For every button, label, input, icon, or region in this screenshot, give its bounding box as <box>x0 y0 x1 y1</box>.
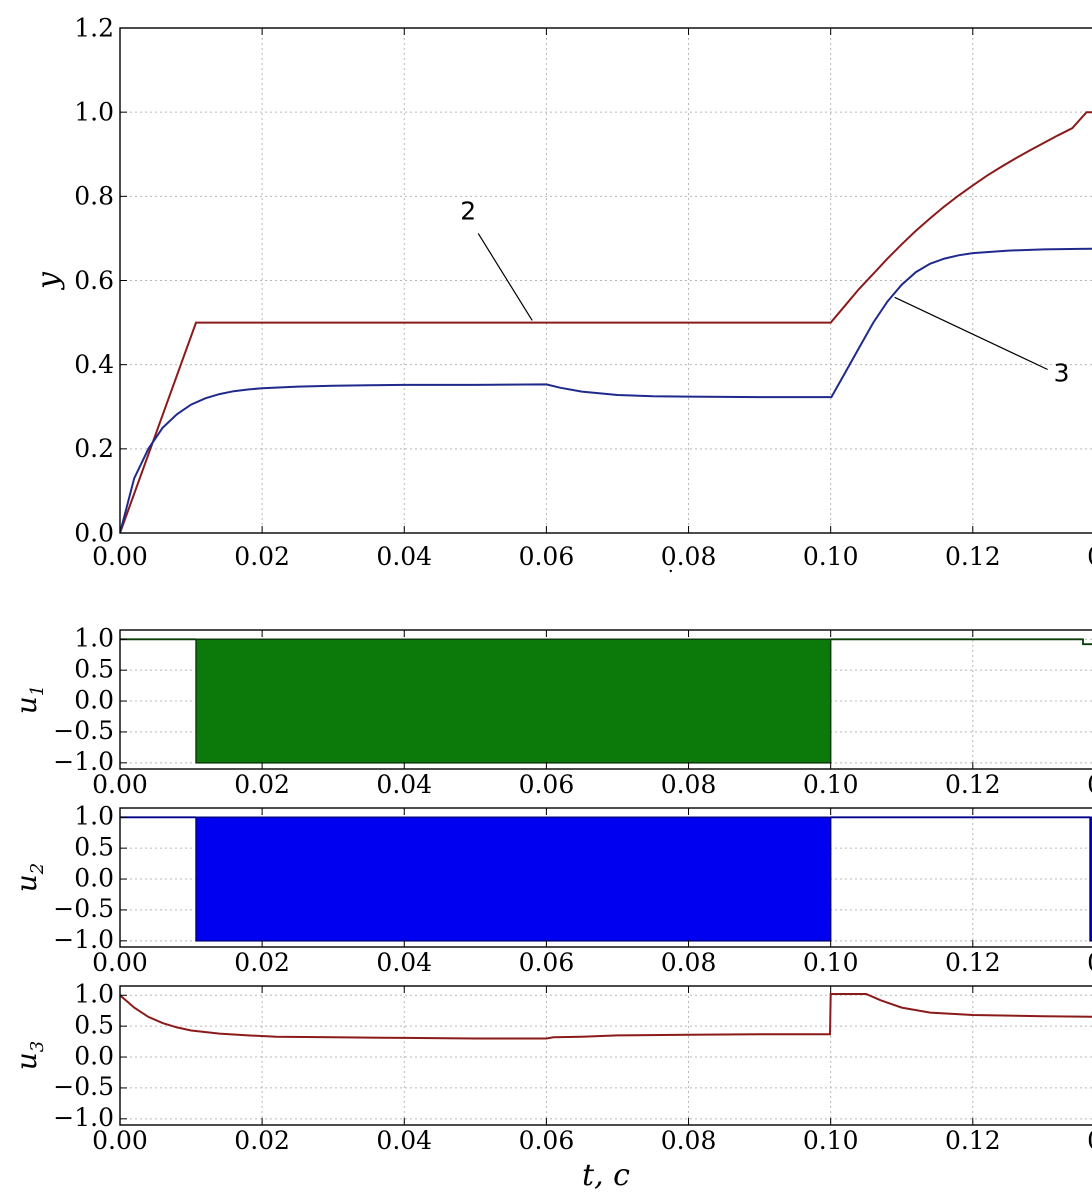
y-axis-label-subscript: 3 <box>27 1041 48 1052</box>
x-tick-label: 0.02 <box>234 770 290 799</box>
annotation-label: 3 <box>1054 359 1070 388</box>
y-axis-label: u3 <box>10 1041 48 1071</box>
y-tick-label: −1.0 <box>53 747 114 776</box>
plot-area-u2 <box>120 808 1092 947</box>
x-tick-label: 0.08 <box>661 770 717 799</box>
y-tick-label: 0.8 <box>74 182 114 211</box>
x-tick-label: 0.04 <box>376 542 432 571</box>
switching-band <box>195 638 832 764</box>
x-tick-label: 0.08 <box>661 542 717 571</box>
y-axis-label: u1 <box>10 685 48 715</box>
x-tick-label: 0.00 <box>92 948 148 977</box>
series-line-1 <box>120 993 1092 1040</box>
series-line-1 <box>120 111 1092 533</box>
plot-area-u1 <box>120 630 1092 769</box>
series-line-2 <box>120 247 1092 533</box>
x-tick-label: 0.06 <box>519 542 575 571</box>
x-tick-label: 0.12 <box>945 542 1001 571</box>
y-axis-label: y <box>31 271 66 291</box>
x-tick-label: 0.10 <box>803 1126 859 1155</box>
x-tick-label: 0.06 <box>519 948 575 977</box>
x-tick-label: 0.00 <box>92 542 148 571</box>
plot-area-y: 123 <box>120 28 1092 533</box>
y-tick-label: 1.0 <box>74 97 114 126</box>
x-tick-label: 0.14 <box>1087 1126 1092 1155</box>
plot-area-u3 <box>120 986 1092 1125</box>
switching-band <box>195 816 832 942</box>
x-tick-label: 0.04 <box>376 770 432 799</box>
panel-u1: 0.00 0.02 0.04 0.06 0.08 0.10 0.12 0.14 1.00.50.… <box>10 624 1092 799</box>
stray-dot <box>669 569 672 573</box>
panel-y: 1230.000.020.040.060.080.100.120.140.00.… <box>31 13 1092 571</box>
annotation-leader <box>894 296 1048 371</box>
x-tick-label: 0.06 <box>519 770 575 799</box>
x-tick-label: 0.08 <box>661 1126 717 1155</box>
y-tick-label: 0.0 <box>74 1041 114 1070</box>
x-axis-label: t, c <box>582 1158 630 1193</box>
x-tick-label: 0.12 <box>945 770 1001 799</box>
axes-frame <box>119 629 1092 770</box>
x-tick-label: 0.14 <box>1087 948 1092 977</box>
y-tick-label: 0.2 <box>74 434 114 463</box>
x-tick-label: 0.04 <box>376 948 432 977</box>
y-tick-label: 0.4 <box>74 350 114 379</box>
x-tick-label: 0.00 <box>92 770 148 799</box>
y-tick-label: 0.0 <box>74 863 114 892</box>
y-tick-label: 1.0 <box>74 802 114 831</box>
y-axis-label-subscript: 1 <box>27 685 48 696</box>
x-tick-label: 0.12 <box>945 948 1001 977</box>
axes-frame <box>119 807 1092 948</box>
y-tick-label: 0.5 <box>74 832 114 861</box>
x-tick-label: 0.00 <box>92 1126 148 1155</box>
x-tick-label: 0.08 <box>661 948 717 977</box>
y-tick-label: −0.5 <box>53 1072 114 1101</box>
x-tick-label: 0.02 <box>234 542 290 571</box>
x-tick-label: 0.02 <box>234 948 290 977</box>
x-tick-label: 0.02 <box>234 1126 290 1155</box>
annotation-leader <box>477 233 533 321</box>
switching-band <box>1089 816 1092 942</box>
x-tick-label: 0.06 <box>519 1126 575 1155</box>
y-tick-label: 1.0 <box>74 624 114 653</box>
x-tick-label: 0.10 <box>803 948 859 977</box>
y-axis-label-subscript: 2 <box>27 863 48 875</box>
y-tick-label: −0.5 <box>53 716 114 745</box>
annotation-label: 2 <box>460 196 476 225</box>
series-line-2 <box>830 638 1092 646</box>
y-axis-label: u2 <box>10 863 48 893</box>
y-tick-label: 1.2 <box>74 13 114 42</box>
y-tick-label: 0.6 <box>74 266 114 295</box>
x-tick-label: 0.04 <box>376 1126 432 1155</box>
y-tick-label: −1.0 <box>53 925 114 954</box>
axes-frame <box>119 985 1092 1126</box>
axes-frame <box>119 27 1092 534</box>
x-tick-label: 0.12 <box>945 1126 1001 1155</box>
y-tick-label: 0.0 <box>74 518 114 547</box>
y-tick-label: 1.0 <box>74 980 114 1009</box>
x-tick-label: 0.10 <box>803 542 859 571</box>
y-tick-label: −0.5 <box>53 894 114 923</box>
x-tick-label: 0.14 <box>1087 770 1092 799</box>
y-tick-label: −1.0 <box>53 1103 114 1132</box>
x-tick-label: 0.14 <box>1087 542 1092 571</box>
x-tick-label: 0.10 <box>803 770 859 799</box>
panel-u3: 0.00 0.02 0.04 0.06 0.08 0.10 0.12 0.14 1.00.50.… <box>10 980 1092 1193</box>
y-tick-label: 0.5 <box>74 1010 114 1039</box>
panel-u2: 0.000.020.040.060.080.100.120.141.00.50.… <box>10 802 1092 977</box>
y-tick-label: 0.5 <box>74 654 114 683</box>
y-tick-label: 0.0 <box>74 685 114 714</box>
